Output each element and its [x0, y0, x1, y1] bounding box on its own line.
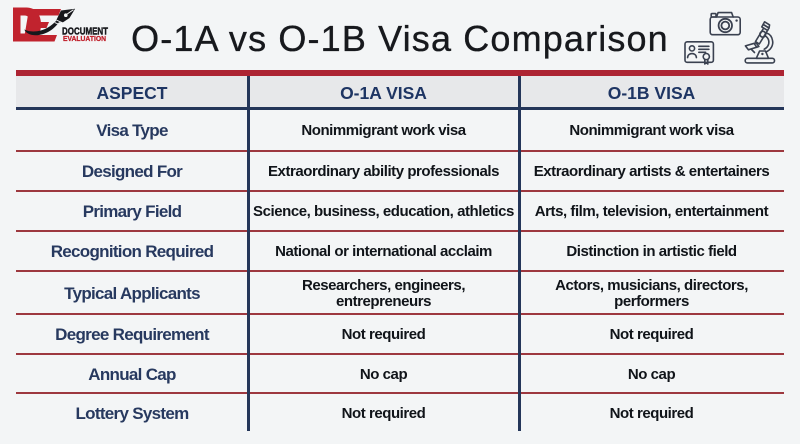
svg-text:EVALUATION: EVALUATION	[63, 34, 106, 43]
svg-text:DOCUMENT: DOCUMENT	[62, 26, 108, 38]
